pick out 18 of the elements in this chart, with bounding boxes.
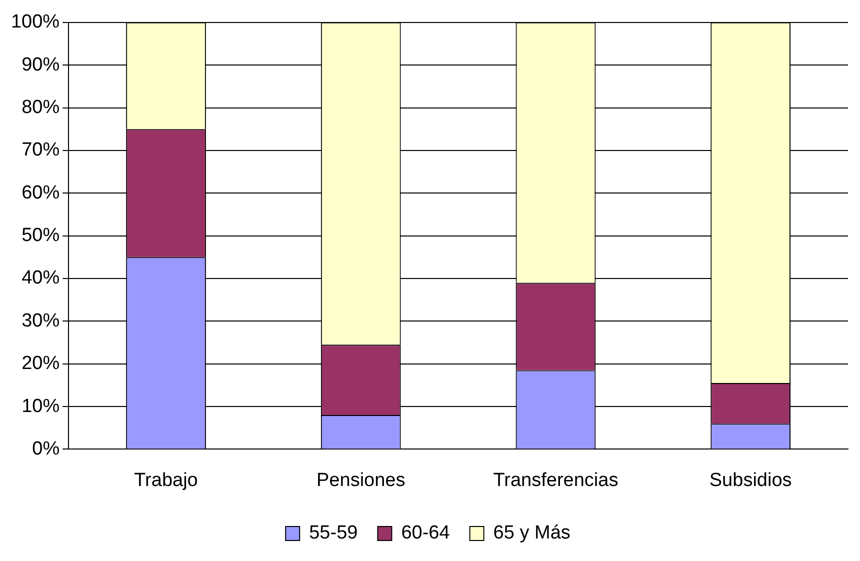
x-tick-label: Pensiones — [316, 470, 406, 491]
x-tick-label: Trabajo — [134, 470, 198, 491]
y-tick-label: 40% — [22, 268, 60, 289]
y-tick-label: 70% — [22, 140, 60, 161]
x-tick-label: Subsidios — [709, 470, 792, 491]
legend-label: 60-64 — [401, 522, 450, 544]
x-tick-label: Transferencias — [493, 470, 618, 491]
y-tick-label: 0% — [32, 438, 60, 460]
y-tick-label: 20% — [22, 353, 60, 374]
y-tick-label: 80% — [22, 96, 60, 118]
y-tick-label: 90% — [22, 54, 60, 76]
y-tick-label: 50% — [22, 225, 60, 246]
y-tick-label: 60% — [22, 182, 60, 204]
legend-label: 65 y Más — [493, 522, 570, 544]
y-tick-label: 10% — [22, 396, 60, 417]
y-tick-label: 30% — [22, 310, 60, 332]
legend-label: 55-59 — [309, 522, 358, 544]
y-tick-label: 100% — [10, 12, 60, 33]
